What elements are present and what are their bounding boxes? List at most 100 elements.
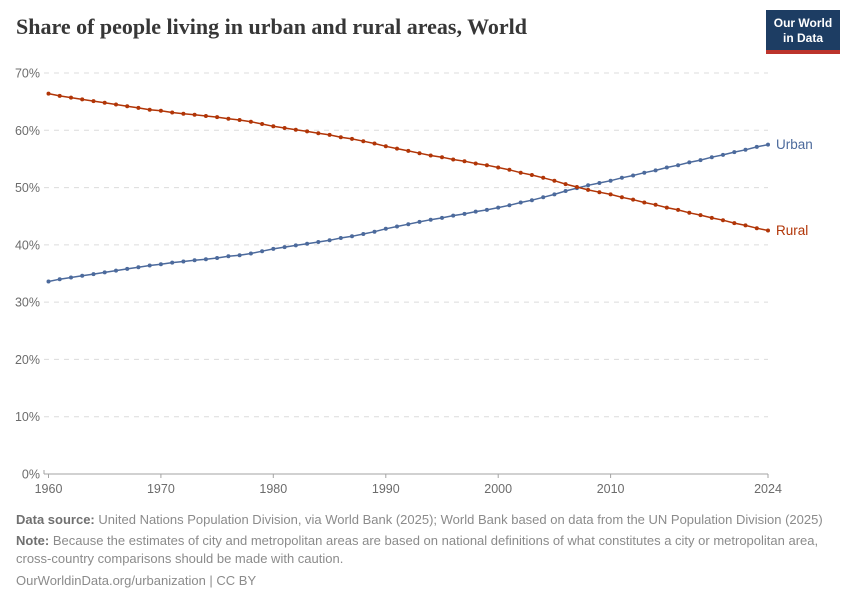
urban-data-point: [114, 268, 118, 273]
rural-data-point: [181, 111, 186, 116]
series-urban[interactable]: Urban: [46, 137, 813, 284]
urban-data-point: [248, 251, 253, 256]
urban-data-point: [125, 266, 130, 271]
rural-data-point: [496, 165, 501, 170]
urban-data-point: [676, 163, 681, 168]
urban-data-point: [350, 234, 354, 239]
urban-data-point: [338, 236, 343, 240]
rural-data-point: [361, 139, 366, 144]
rural-data-point: [316, 131, 321, 136]
rural-data-point: [664, 205, 669, 210]
chart-footer: Data source: United Nations Population D…: [16, 511, 836, 593]
urban-data-point: [496, 205, 501, 210]
urban-data-point: [586, 183, 591, 188]
x-tick-label: 1970: [147, 482, 175, 496]
urban-data-point: [709, 155, 714, 160]
urban-data-point: [316, 240, 321, 244]
x-tick-label: 1960: [35, 482, 63, 496]
rural-line[interactable]: [48, 92, 769, 232]
urban-data-point: [237, 253, 242, 258]
urban-data-point: [327, 238, 332, 243]
rural-data-point: [350, 136, 354, 141]
rural-data-point: [451, 157, 456, 162]
rural-data-point: [69, 95, 73, 100]
urban-data-point: [383, 226, 388, 231]
rural-data-point: [586, 187, 591, 192]
rural-data-point: [417, 151, 422, 156]
rural-data-point: [226, 116, 231, 121]
x-tick-label: 2010: [597, 482, 625, 496]
rural-data-point: [406, 148, 411, 153]
rural-data-point: [147, 107, 152, 112]
urban-data-point: [721, 152, 725, 157]
urban-data-point: [158, 262, 163, 267]
urban-data-point: [428, 217, 433, 222]
rural-data-point: [698, 213, 703, 218]
rural-data-point: [721, 218, 725, 223]
rural-data-point: [687, 210, 692, 215]
urban-data-point: [170, 260, 175, 265]
rural-data-point: [597, 190, 602, 195]
y-tick-label: 60%: [15, 124, 40, 138]
urban-data-point: [687, 160, 692, 165]
rural-data-point: [440, 155, 444, 160]
urban-data-point: [563, 189, 568, 193]
rural-data-point: [473, 161, 478, 166]
rural-data-point: [642, 200, 647, 205]
rural-data-point: [754, 226, 759, 231]
note-line: Note: Because the estimates of city and …: [16, 532, 836, 568]
rural-data-point: [619, 195, 624, 200]
rural-data-point: [203, 114, 208, 118]
urban-data-point: [642, 170, 647, 175]
urban-data-point: [271, 246, 276, 251]
urban-line[interactable]: [48, 143, 769, 283]
rural-data-point: [248, 119, 253, 124]
urban-data-point: [417, 219, 422, 224]
y-tick-label: 30%: [15, 296, 40, 310]
rural-data-point: [653, 202, 658, 207]
x-tick-label: 2024: [754, 482, 782, 496]
urban-data-point: [552, 192, 557, 197]
y-tick-label: 10%: [15, 410, 40, 424]
rural-data-point: [766, 228, 770, 233]
y-tick-label: 50%: [15, 181, 40, 195]
rural-data-point: [260, 122, 265, 126]
urban-data-point: [69, 275, 73, 280]
line-chart: 0% 10% 20% 30% 40% 50% 60% 70% 1960 1970 1980 1990 2…: [15, 67, 813, 497]
rural-data-point: [563, 182, 568, 187]
rural-data-point: [395, 146, 399, 151]
urban-data-point: [181, 259, 186, 264]
rural-label[interactable]: Rural: [776, 223, 808, 238]
rural-data-point: [732, 221, 737, 226]
series-rural[interactable]: Rural: [46, 91, 809, 238]
urban-data-point: [597, 181, 602, 185]
rural-data-point: [574, 185, 579, 189]
urban-data-point: [473, 209, 478, 214]
rural-data-point: [170, 110, 175, 115]
urban-data-point: [282, 245, 287, 250]
y-tick-label: 40%: [15, 238, 40, 252]
data-source-line: Data source: United Nations Population D…: [16, 511, 836, 529]
rural-data-point: [462, 159, 467, 164]
urban-label[interactable]: Urban: [776, 137, 813, 152]
urban-data-point: [754, 144, 759, 149]
urban-data-point: [653, 168, 658, 173]
urban-data-point: [91, 272, 96, 277]
rural-data-point: [215, 115, 220, 120]
rural-data-point: [271, 124, 276, 129]
urban-data-point: [203, 257, 208, 262]
citation-link[interactable]: OurWorldinData.org/urbanization | CC BY: [16, 572, 257, 588]
urban-data-point: [192, 258, 197, 263]
urban-data-point: [395, 224, 399, 229]
rural-data-point: [541, 175, 546, 180]
rural-data-point: [158, 108, 163, 113]
owid-logo[interactable]: Our World in Data: [766, 10, 840, 54]
urban-data-point: [406, 222, 411, 227]
rural-data-point: [136, 105, 141, 110]
urban-data-point: [451, 213, 456, 218]
rural-data-point: [743, 223, 748, 228]
note-text: Because the estimates of city and metrop…: [16, 533, 819, 567]
urban-data-point: [226, 254, 231, 259]
urban-data-point: [102, 270, 107, 275]
rural-data-point: [631, 197, 636, 202]
